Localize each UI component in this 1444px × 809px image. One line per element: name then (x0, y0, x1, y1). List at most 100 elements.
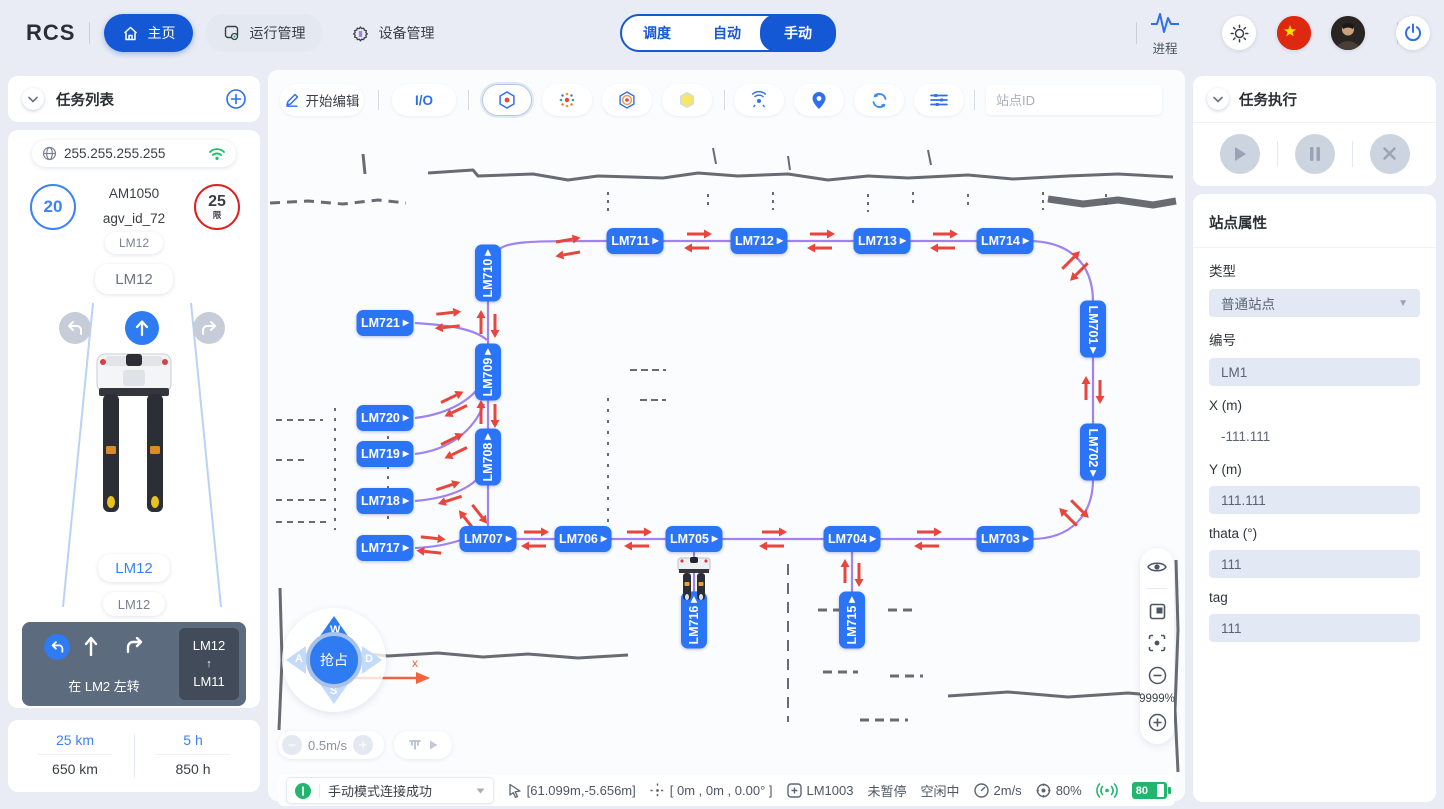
joystick-right-key[interactable] (362, 646, 382, 674)
process-button[interactable]: 进程 (1142, 10, 1188, 57)
center-focus-icon[interactable] (1148, 634, 1166, 652)
station-node-lm706[interactable]: LM706 ▶ (554, 526, 612, 552)
field-value-input[interactable]: 111 (1209, 614, 1420, 642)
station-direction-icon: ▶ (711, 534, 719, 543)
seize-control-button[interactable]: 抢占 (306, 632, 362, 688)
add-task-button[interactable] (226, 89, 246, 109)
station-label: LM703 ▶ (980, 532, 1030, 546)
layer-points-toggle[interactable] (542, 84, 592, 116)
station-node-lm713[interactable]: LM713 ▶ (853, 228, 911, 254)
nav-item-home[interactable]: 主页 (104, 14, 194, 52)
battery-indicator: 80 (1131, 782, 1171, 799)
joystick-down-key[interactable] (320, 684, 348, 704)
field-value-input[interactable]: 111 (1209, 550, 1420, 578)
joystick-up-key[interactable] (320, 616, 348, 636)
station-node-lm709[interactable]: LM709 ▶ (475, 343, 501, 401)
signal-indicator (1095, 783, 1118, 798)
property-field: X (m) -111.111 (1193, 386, 1436, 450)
station-node-lm707[interactable]: LM707 ▶ (459, 526, 517, 552)
forklift-agv-image (96, 353, 172, 512)
map-canvas[interactable]: LM710 ▶ LM709 ▶ LM708 ▶ LM711 ▶ LM712 ▶ LM713 ▶ LM71… (268, 70, 1185, 806)
divider (134, 734, 135, 778)
total-hours: 850 h (175, 761, 211, 777)
minimap-toggle-icon[interactable] (1149, 603, 1166, 620)
start-edit-button[interactable]: 开始编辑 (280, 84, 364, 116)
station-node-lm715[interactable]: LM715 ▶ (839, 591, 865, 649)
task-pause-button[interactable] (1294, 133, 1335, 174)
field-value-input[interactable]: LM1 (1209, 358, 1420, 386)
layer-stations-toggle[interactable] (482, 84, 532, 116)
globe-icon (42, 146, 57, 161)
station-node-lm719[interactable]: LM719 ▶ (356, 441, 414, 467)
station-node-lm712[interactable]: LM712 ▶ (730, 228, 788, 254)
station-node-lm702[interactable]: LM702 ▶ (1080, 423, 1106, 481)
station-node-lm721[interactable]: LM721 ▶ (356, 310, 414, 336)
station-node-lm701[interactable]: LM701 ▶ (1080, 300, 1106, 358)
station-search-input[interactable] (996, 92, 1172, 108)
station-node-lm710[interactable]: LM710 ▶ (475, 244, 501, 302)
turn-right-button[interactable] (193, 312, 225, 344)
tab-manual[interactable]: 手动 (760, 14, 836, 52)
station-node-lm717[interactable]: LM717 ▶ (356, 535, 414, 561)
power-button[interactable] (1396, 16, 1430, 50)
refresh-button[interactable] (854, 84, 904, 116)
station-node-lm703[interactable]: LM703 ▶ (976, 526, 1034, 552)
hours-stats: 5 h 850 h (138, 732, 248, 777)
idle-state: 空闲中 (920, 784, 960, 799)
property-field: 类型 普通站点 ▼ (1193, 248, 1436, 317)
joystick-left-key[interactable] (286, 646, 306, 674)
sliders-icon (930, 94, 948, 106)
tab-auto[interactable]: 自动 (713, 25, 741, 41)
layer-rings-toggle[interactable] (602, 84, 652, 116)
agv-ip-field[interactable]: 255.255.255.255 (32, 140, 236, 167)
zoom-in-icon[interactable] (1148, 713, 1167, 732)
property-field: tag 111 (1193, 578, 1436, 642)
task-play-button[interactable] (1219, 133, 1260, 174)
station-node-lm714[interactable]: LM714 ▶ (976, 228, 1034, 254)
go-straight-button[interactable] (125, 311, 159, 345)
station-node-lm716[interactable]: LM716 ▶ (681, 591, 707, 649)
station-node-lm708[interactable]: LM708 ▶ (475, 428, 501, 486)
io-button[interactable]: I/O (392, 84, 456, 116)
station-node-lm704[interactable]: LM704 ▶ (823, 526, 881, 552)
station-node-lm705[interactable]: LM705 ▶ (665, 526, 723, 552)
field-value-select[interactable]: 普通站点 ▼ (1209, 289, 1420, 317)
visibility-toggle-icon[interactable] (1147, 560, 1167, 574)
app-logo: RCS (26, 20, 76, 45)
station-node-lm720[interactable]: LM720 ▶ (356, 405, 414, 431)
task-execution-card: 任务执行 (1193, 76, 1436, 186)
turn-left-button[interactable] (59, 312, 91, 344)
fork-lift-icon (409, 740, 421, 750)
station-label: LM718 ▶ (360, 494, 410, 508)
layer-zones-toggle[interactable] (662, 84, 712, 116)
current-station: LM1003 (786, 783, 853, 798)
station-node-lm718[interactable]: LM718 ▶ (356, 488, 414, 514)
speed-decrease-button[interactable]: − (282, 735, 302, 755)
home-icon (122, 25, 139, 42)
user-avatar[interactable] (1331, 16, 1365, 50)
collapse-chevron-icon[interactable] (1207, 88, 1229, 110)
agv-map-marker[interactable] (675, 556, 713, 602)
nav-item-device[interactable]: 设备管理 (333, 14, 452, 52)
hint-turn-right-icon (126, 637, 144, 653)
locate-toggle[interactable] (794, 84, 844, 116)
china-flag-icon (1277, 16, 1311, 50)
collapse-chevron-icon[interactable] (22, 88, 44, 110)
lidar-toggle[interactable] (734, 84, 784, 116)
filter-settings-button[interactable] (914, 84, 964, 116)
manual-speed-control: − 0.5m/s + (278, 731, 384, 759)
station-node-lm711[interactable]: LM711 ▶ (606, 228, 664, 254)
language-flag-button[interactable] (1277, 16, 1311, 50)
field-label: Y (m) (1209, 462, 1242, 477)
tab-dispatch[interactable]: 调度 (643, 25, 671, 41)
theme-toggle-button[interactable] (1222, 16, 1256, 50)
status-message-select[interactable]: 手动模式连接成功 (286, 777, 494, 804)
field-value-input[interactable]: 111.111 (1209, 486, 1420, 514)
divider (1147, 588, 1167, 589)
fork-action-button[interactable] (394, 731, 452, 759)
property-field: thata (°) 111 (1193, 514, 1436, 578)
zoom-out-icon[interactable] (1148, 666, 1167, 685)
nav-item-operation[interactable]: 运行管理 (205, 14, 324, 52)
speed-increase-button[interactable]: + (353, 735, 374, 755)
task-cancel-button[interactable] (1369, 133, 1410, 174)
